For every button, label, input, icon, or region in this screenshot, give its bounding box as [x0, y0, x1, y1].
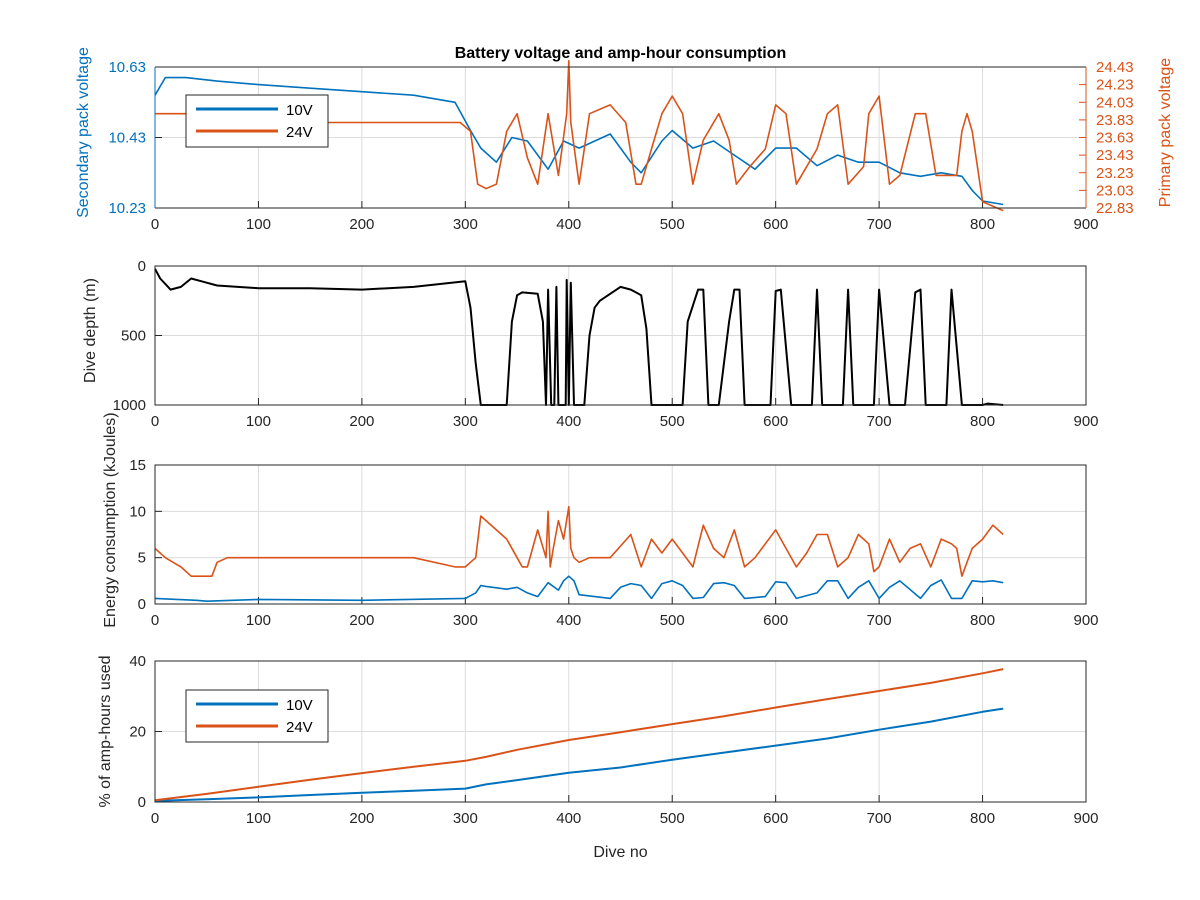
x-tick-label: 900 — [1073, 216, 1098, 233]
depth-y-tick-label: 0 — [138, 258, 146, 275]
x-tick-label: 600 — [763, 612, 788, 629]
x-tick-label: 900 — [1073, 810, 1098, 827]
series-24v-voltage-line — [155, 59, 1004, 212]
right-y-tick-label: 23.83 — [1096, 112, 1134, 129]
x-tick-label: 100 — [246, 413, 271, 430]
x-tick-label: 0 — [151, 810, 159, 827]
right-y-tick-label: 24.43 — [1096, 59, 1134, 76]
right-y-tick-label: 22.83 — [1096, 200, 1134, 217]
x-tick-label: 200 — [349, 810, 374, 827]
amphour-y-tick-label: 20 — [129, 724, 146, 741]
x-tick-label: 300 — [453, 413, 478, 430]
x-tick-label: 300 — [453, 612, 478, 629]
x-axis-title: Dive no — [593, 844, 647, 861]
x-tick-label: 200 — [349, 216, 374, 233]
dive-depth-line — [154, 268, 1004, 406]
left-y-tick-label: 10.23 — [108, 200, 146, 217]
x-tick-label: 900 — [1073, 612, 1098, 629]
legend-label-24v: 24V — [286, 124, 313, 141]
series-24v-amphour-line — [154, 668, 1004, 802]
x-tick-label: 500 — [660, 216, 685, 233]
x-tick-label: 600 — [763, 413, 788, 430]
x-tick-label: 400 — [556, 413, 581, 430]
series-24v-energy-line — [154, 505, 1004, 578]
x-tick-label: 0 — [151, 216, 159, 233]
depth-y-tick-label: 500 — [121, 328, 146, 345]
series-10v-amphour-line — [154, 707, 1004, 802]
x-tick-label: 0 — [151, 612, 159, 629]
depth-y-axis-title: Dive depth (m) — [82, 278, 99, 383]
energy-y-tick-label: 0 — [138, 596, 146, 613]
x-tick-label: 600 — [763, 810, 788, 827]
x-tick-label: 800 — [970, 413, 995, 430]
amphour-y-axis-title: % of amp-hours used — [97, 655, 114, 807]
energy-y-axis-title: Energy consumption (kJoules) — [102, 412, 119, 627]
legend-label-10v: 10V — [286, 102, 313, 119]
legend-box — [185, 689, 329, 743]
x-tick-label: 300 — [453, 216, 478, 233]
x-tick-label: 700 — [867, 413, 892, 430]
amphour-y-tick-label: 40 — [129, 653, 146, 670]
energy-y-tick-label: 10 — [129, 503, 146, 520]
axes-frame — [154, 464, 1087, 605]
right-y-tick-label: 24.03 — [1096, 94, 1134, 111]
x-tick-label: 900 — [1073, 413, 1098, 430]
left-y-axis-title: Secondary pack voltage — [75, 47, 92, 218]
x-tick-label: 800 — [970, 612, 995, 629]
x-tick-label: 100 — [246, 612, 271, 629]
chart-title: Battery voltage and amp-hour consumption — [455, 45, 787, 62]
left-y-tick-label: 10.63 — [108, 59, 146, 76]
x-tick-label: 700 — [867, 612, 892, 629]
right-y-tick-label: 23.63 — [1096, 130, 1134, 147]
right-y-tick-label: 24.23 — [1096, 77, 1134, 94]
x-tick-label: 100 — [246, 810, 271, 827]
x-tick-label: 200 — [349, 612, 374, 629]
left-y-tick-label: 10.43 — [108, 130, 146, 147]
right-y-axis-title: Primary pack voltage — [1157, 58, 1174, 207]
legend-label-10v: 10V — [286, 697, 313, 714]
right-y-tick-label: 23.43 — [1096, 147, 1134, 164]
x-tick-label: 700 — [867, 216, 892, 233]
x-tick-label: 500 — [660, 413, 685, 430]
x-tick-label: 500 — [660, 810, 685, 827]
legend-box — [185, 94, 329, 148]
x-tick-label: 500 — [660, 612, 685, 629]
x-tick-label: 800 — [970, 216, 995, 233]
x-tick-label: 400 — [556, 216, 581, 233]
right-y-tick-label: 23.23 — [1096, 165, 1134, 182]
x-tick-label: 200 — [349, 413, 374, 430]
energy-y-tick-label: 15 — [129, 457, 146, 474]
series-10v-voltage-line — [154, 76, 1004, 206]
x-tick-label: 400 — [556, 612, 581, 629]
x-tick-label: 300 — [453, 810, 478, 827]
energy-y-tick-label: 5 — [138, 550, 146, 567]
x-tick-label: 0 — [151, 413, 159, 430]
depth-y-tick-label: 1000 — [113, 397, 146, 414]
right-y-tick-label: 23.03 — [1096, 182, 1134, 199]
x-tick-label: 100 — [246, 216, 271, 233]
x-tick-label: 700 — [867, 810, 892, 827]
axes-frame — [154, 660, 1087, 803]
x-tick-label: 400 — [556, 810, 581, 827]
x-tick-label: 800 — [970, 810, 995, 827]
legend-label-24v: 24V — [286, 719, 313, 736]
x-tick-label: 600 — [763, 216, 788, 233]
axes-frame — [154, 265, 1087, 406]
amphour-y-tick-label: 0 — [138, 794, 146, 811]
series-10v-energy-line — [154, 575, 1004, 603]
